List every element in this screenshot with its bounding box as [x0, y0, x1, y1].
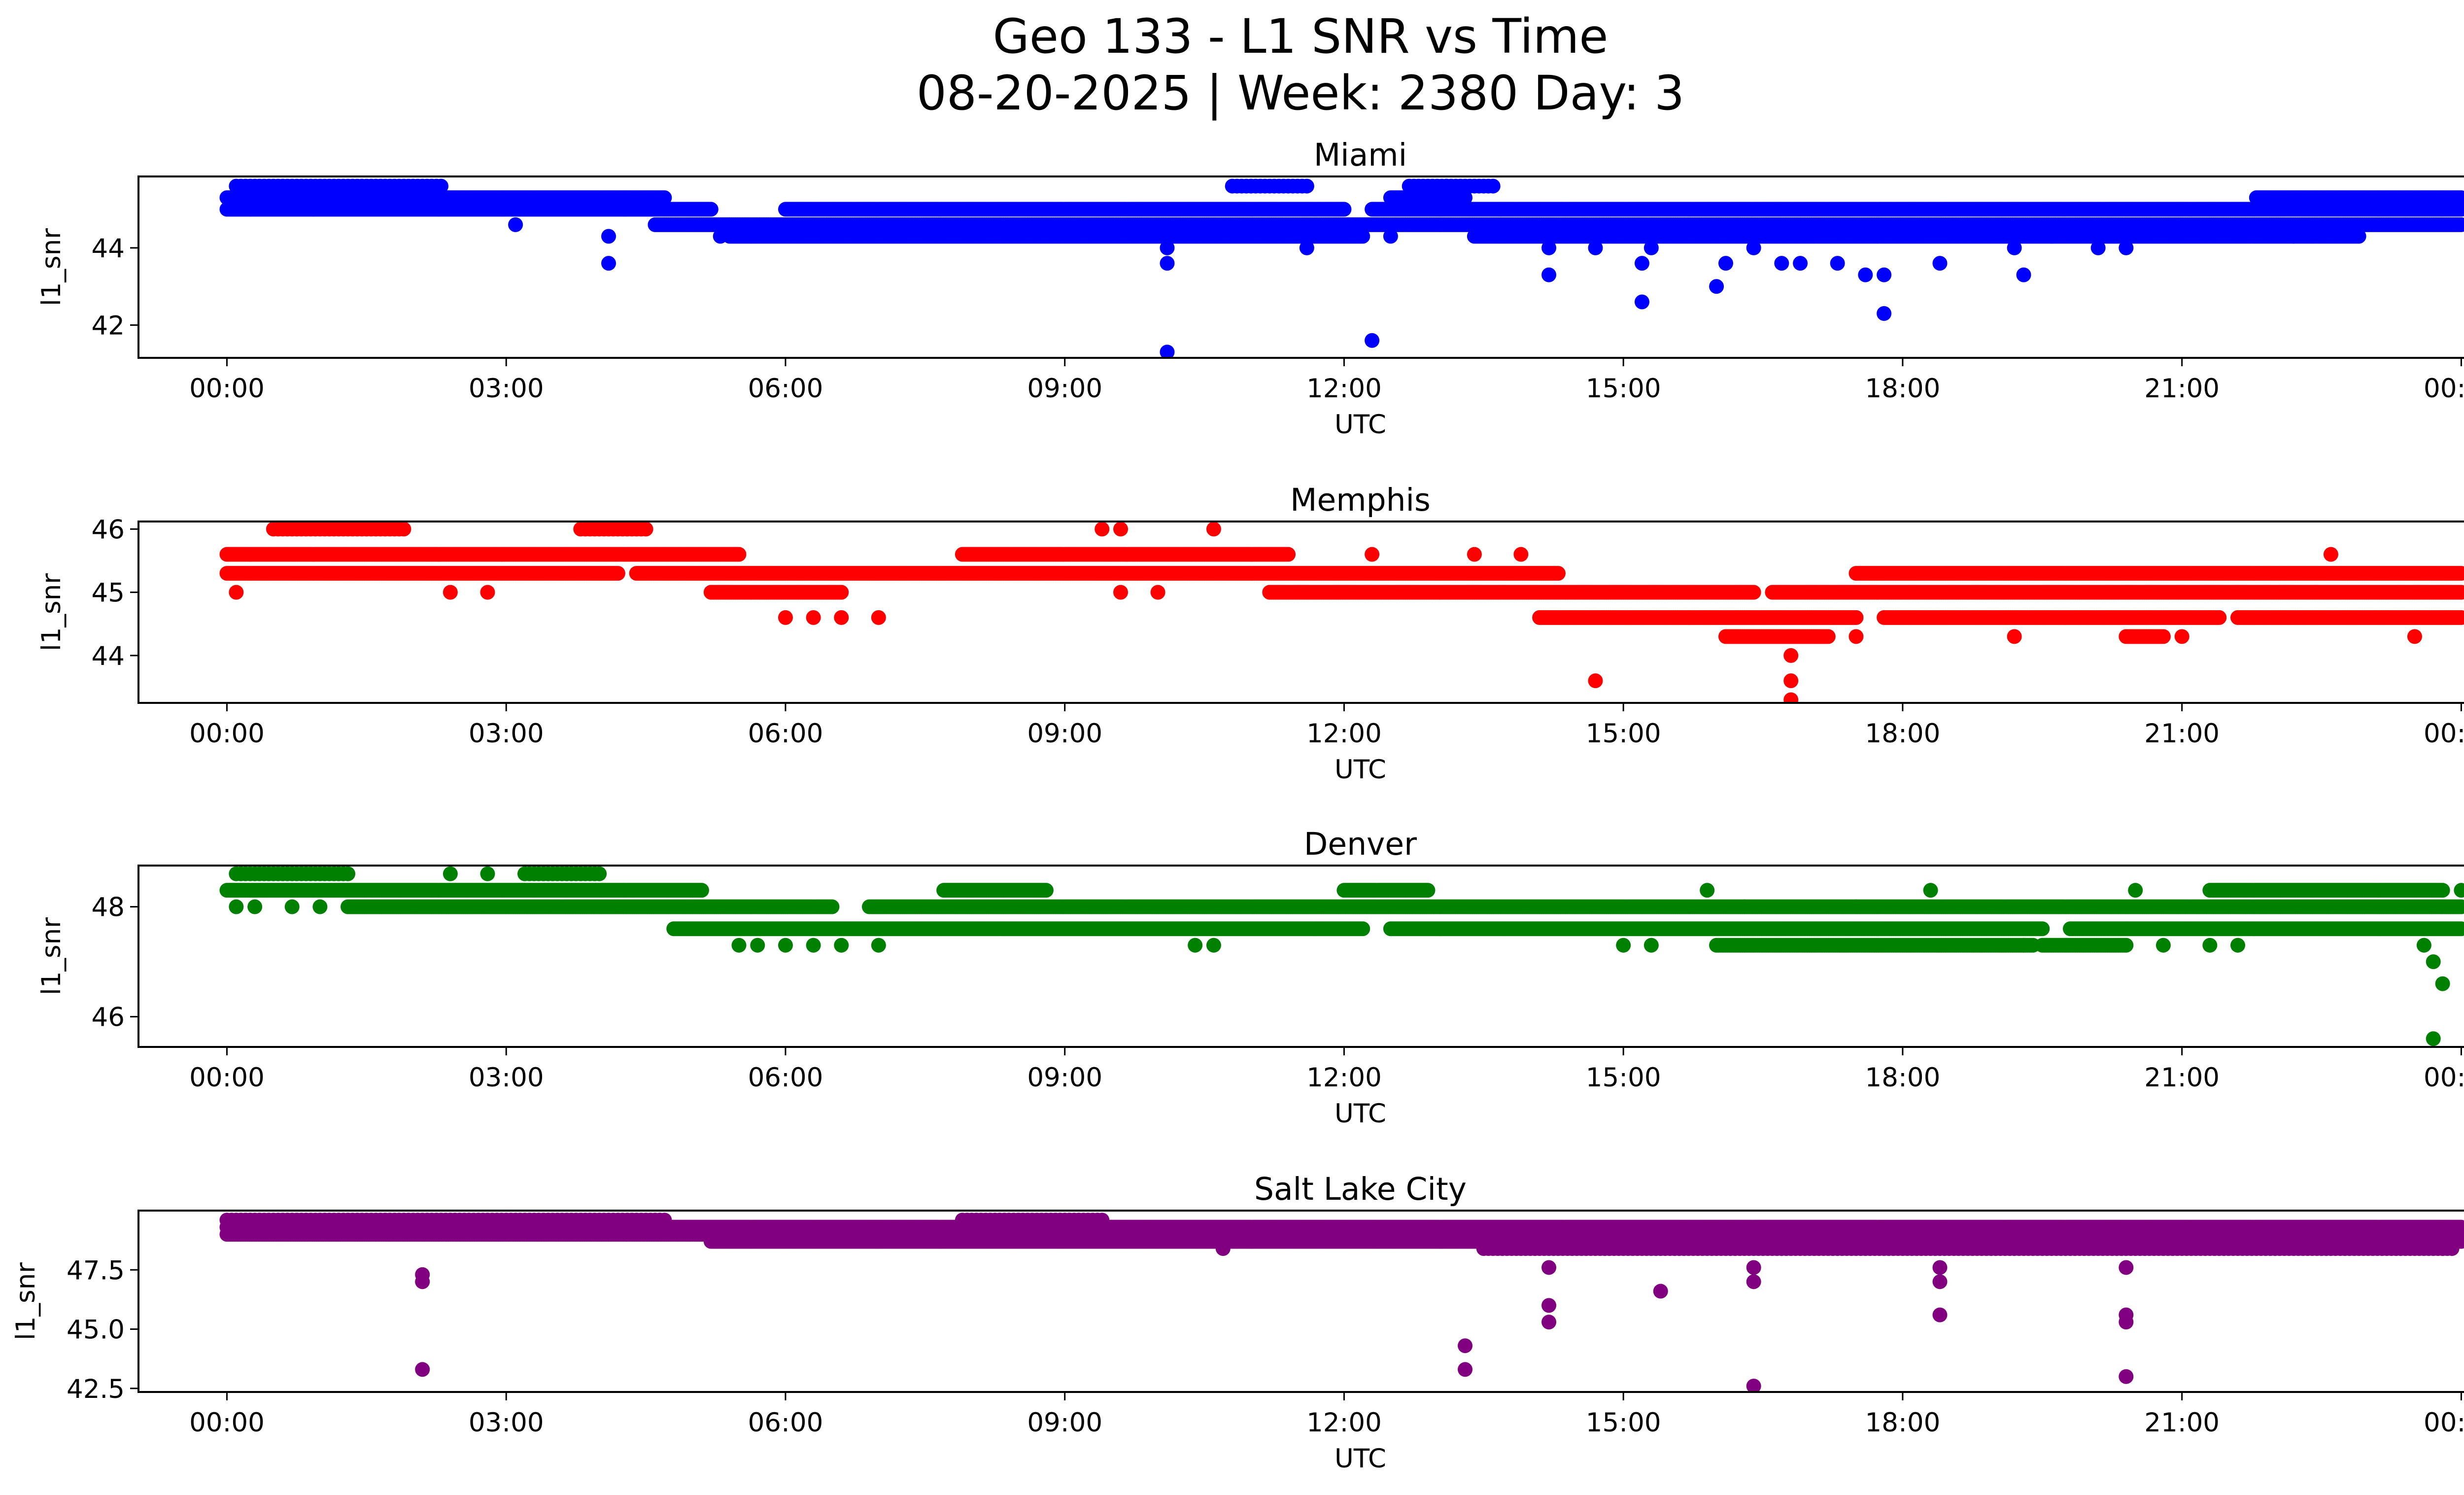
data-point-outlier — [2016, 267, 2031, 282]
data-point-outlier — [2007, 240, 2022, 255]
data-point-outlier — [1160, 240, 1175, 255]
scatter-points — [219, 178, 2464, 358]
x-tick-label: 12:00 — [1306, 374, 1382, 404]
data-point — [638, 522, 653, 537]
data-point-outlier — [1718, 256, 1733, 271]
data-point-outlier — [1858, 267, 1873, 282]
data-point — [1336, 202, 1352, 217]
x-tick-label: 03:00 — [469, 374, 544, 404]
scatter-points — [219, 522, 2464, 703]
data-point-outlier — [1541, 240, 1557, 255]
data-point-outlier — [713, 229, 728, 244]
subplot-title: Memphis — [1290, 482, 1431, 518]
data-point — [2454, 217, 2464, 232]
data-point-outlier — [1830, 256, 1845, 271]
data-point — [2454, 202, 2464, 217]
data-point-outlier — [508, 217, 523, 232]
axes-frame — [137, 175, 2464, 359]
y-tick-label: 42 — [92, 311, 125, 341]
data-point — [396, 522, 411, 537]
data-point-outlier — [1160, 345, 1175, 358]
data-point — [1281, 547, 1296, 562]
data-point — [2454, 190, 2464, 206]
data-point-outlier — [1774, 256, 1789, 271]
data-point — [731, 547, 747, 562]
data-point-outlier — [2090, 240, 2106, 255]
figure-title-line1: Geo 133 - L1 SNR vs Time — [993, 9, 1608, 64]
data-point — [703, 202, 719, 217]
x-tick-label: 09:00 — [1027, 374, 1102, 404]
data-point-outlier — [1634, 256, 1649, 271]
subplot-miami: Miami 00:00 03:00 06:00 09:00 12:00 15:00 18:00… — [36, 137, 2464, 440]
subplot-title: Miami — [1314, 137, 1407, 173]
data-point — [657, 190, 672, 206]
data-point — [1550, 566, 1566, 581]
data-point-outlier — [1634, 294, 1649, 310]
data-point — [1485, 178, 1501, 194]
data-point-outlier — [1541, 267, 1557, 282]
data-point-outlier — [1746, 240, 1761, 255]
y-axis-label: l1_snr — [36, 228, 67, 306]
x-tick-label: 15:00 — [1586, 374, 1661, 404]
y-tick-label: 44 — [92, 234, 125, 264]
data-point-outlier — [601, 256, 616, 271]
data-point-outlier — [1299, 240, 1314, 255]
data-point-outlier — [2119, 240, 2134, 255]
data-point — [1458, 190, 1473, 206]
data-point-outlier — [1160, 256, 1175, 271]
data-point-outlier — [1877, 306, 1892, 321]
data-point-outlier — [1643, 240, 1659, 255]
data-point-outlier — [1365, 333, 1380, 348]
data-point-outlier — [1383, 229, 1398, 244]
data-point — [2351, 229, 2366, 244]
data-point-outlier — [601, 229, 616, 244]
x-axis-label: UTC — [1335, 410, 1386, 440]
x-tick-label: 00:00 — [189, 374, 265, 404]
data-point-outlier — [1439, 178, 1454, 194]
figure-title-line2: 08-20-2025 | Week: 2380 Day: 3 — [917, 66, 1685, 121]
data-point-outlier — [1588, 240, 1603, 255]
data-point-outlier — [2286, 229, 2301, 244]
data-point-outlier — [1709, 279, 1724, 294]
data-point — [1299, 178, 1314, 194]
data-point — [433, 178, 448, 194]
data-point — [1355, 229, 1370, 244]
data-point-outlier — [1877, 267, 1892, 282]
data-point-outlier — [1793, 256, 1808, 271]
x-tick-label: 21:00 — [2144, 374, 2220, 404]
x-tick-label: 18:00 — [1865, 374, 1941, 404]
data-point — [610, 566, 625, 581]
x-tick-label: 00:00 — [2424, 374, 2464, 404]
x-tick-label: 06:00 — [748, 374, 823, 404]
data-point-outlier — [1932, 256, 1948, 271]
